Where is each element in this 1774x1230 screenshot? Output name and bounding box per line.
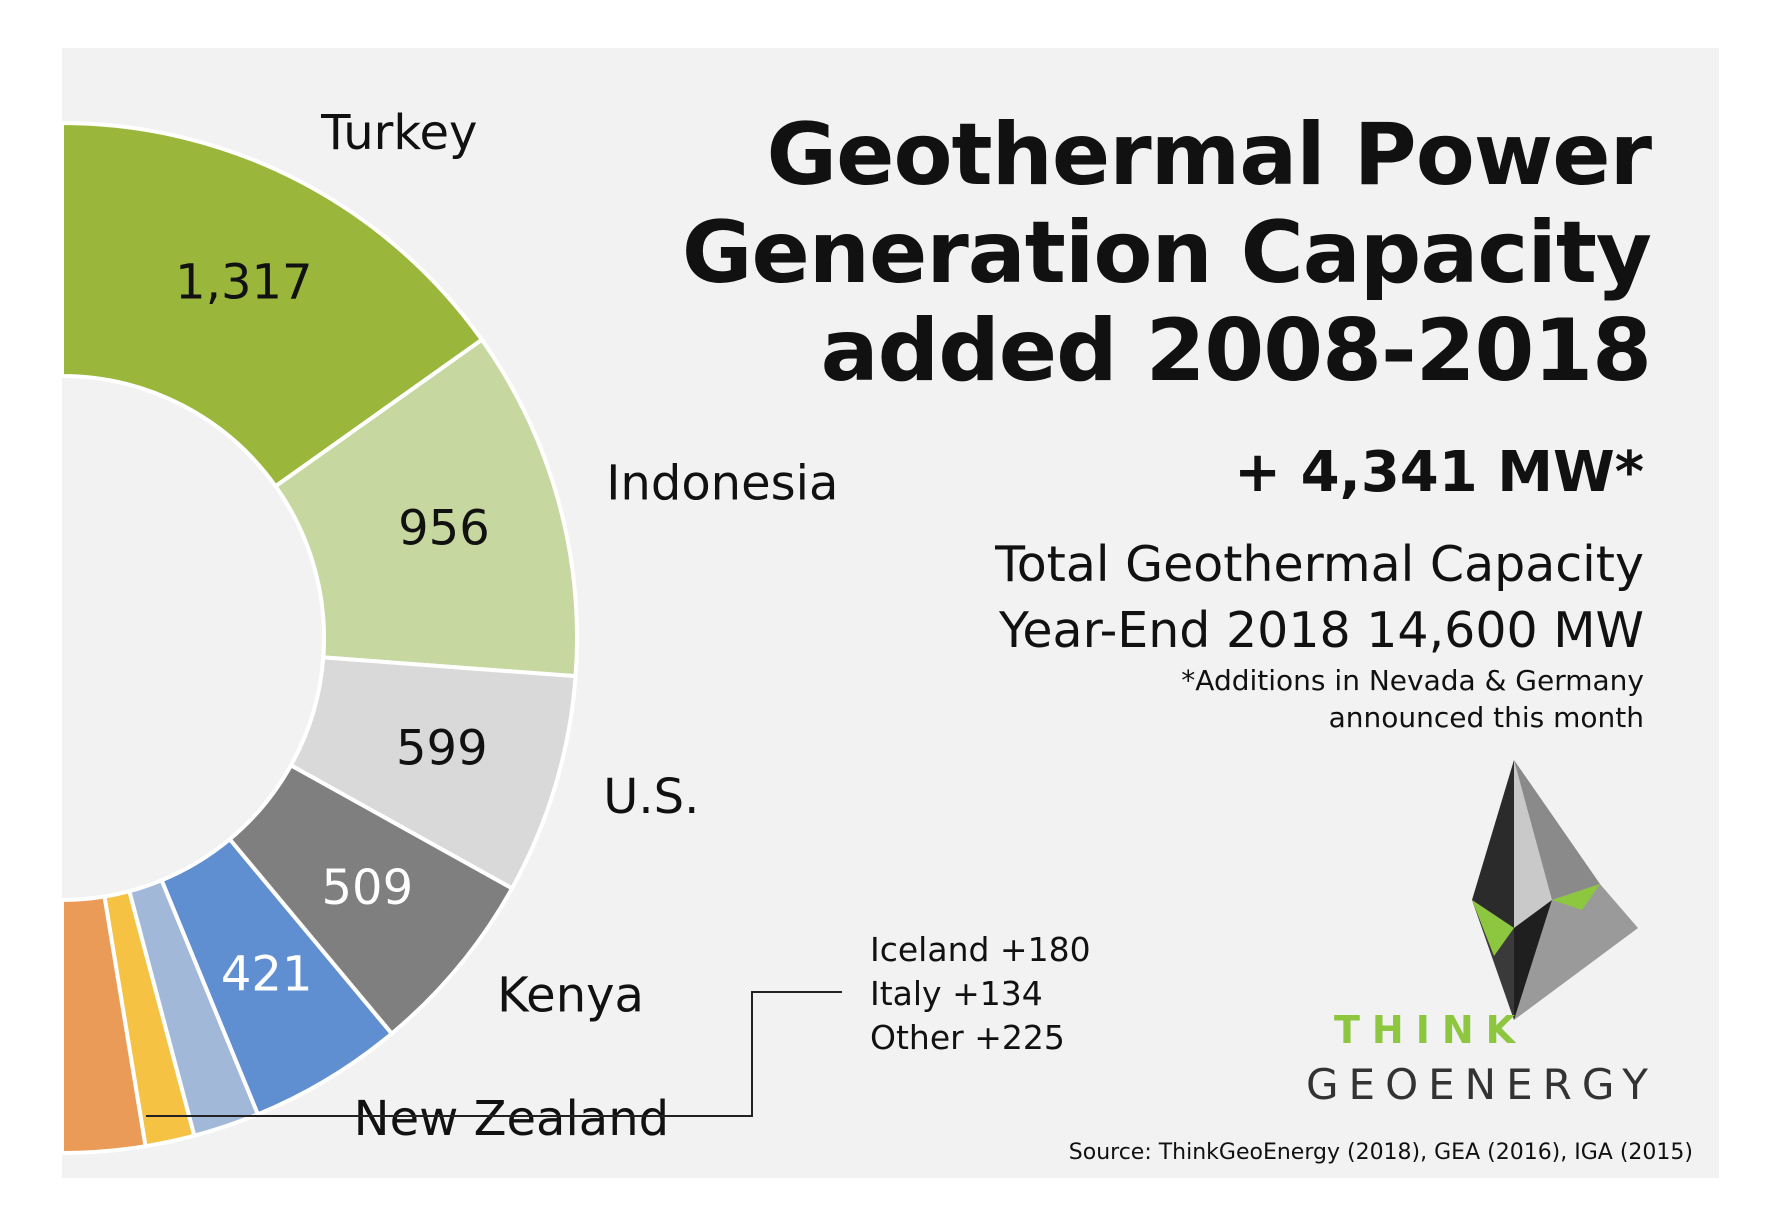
footnote-line-2: announced this month	[1328, 701, 1644, 734]
title-line-1: Geothermal Power	[766, 105, 1652, 205]
total-line-2: Year-End 2018 14,600 MW	[998, 602, 1644, 659]
grouped-label-other: Other +225	[870, 1018, 1065, 1057]
added-capacity: + 4,341 MW*	[1234, 440, 1644, 505]
slice-name-u-s-: U.S.	[603, 769, 699, 825]
donut-chart: 1,317 Turkey 956 Indonesia 599 U.S. 509 Kenya 42…	[62, 105, 838, 1156]
slice-other	[62, 894, 148, 1156]
grouped-label-iceland: Iceland +180	[870, 930, 1091, 969]
slice-turkey	[62, 120, 485, 490]
chart-title: Geothermal Power Generation Capacity add…	[681, 105, 1652, 401]
value-label-u-s-: 599	[396, 721, 488, 777]
total-capacity: Total Geothermal Capacity Year-End 2018 …	[995, 532, 1644, 664]
total-line-1: Total Geothermal Capacity	[995, 536, 1644, 593]
logo-word-geoenergy: GEOENERGY	[1306, 1060, 1658, 1109]
value-label-indonesia: 956	[398, 501, 490, 557]
slice-name-turkey: Turkey	[320, 105, 477, 161]
infographic-card: 1,317 Turkey 956 Indonesia 599 U.S. 509 Kenya 42…	[62, 48, 1719, 1178]
title-line-3: added 2008-2018	[820, 301, 1652, 401]
title-line-2: Generation Capacity	[681, 203, 1652, 303]
slice-name-new-zealand: New Zealand	[354, 1091, 669, 1147]
grouped-slice-labels: Iceland +180 Italy +134 Other +225	[870, 928, 1091, 1060]
slice-name-indonesia: Indonesia	[606, 455, 838, 511]
footnote: *Additions in Nevada & Germany announced…	[1181, 662, 1644, 736]
source-note: Source: ThinkGeoEnergy (2018), GEA (2016…	[1068, 1140, 1693, 1165]
value-label-turkey: 1,317	[175, 255, 312, 311]
value-label-kenya: 509	[322, 860, 414, 916]
value-label-new-zealand: 421	[221, 947, 313, 1003]
slice-indonesia	[272, 336, 579, 679]
footnote-line-1: *Additions in Nevada & Germany	[1181, 664, 1644, 697]
logo-word-think: THINK	[1334, 1008, 1528, 1052]
thinkgeoenergy-logo-icon	[1472, 760, 1638, 1020]
slice-name-kenya: Kenya	[497, 967, 644, 1023]
grouped-label-italy: Italy +134	[870, 974, 1043, 1013]
